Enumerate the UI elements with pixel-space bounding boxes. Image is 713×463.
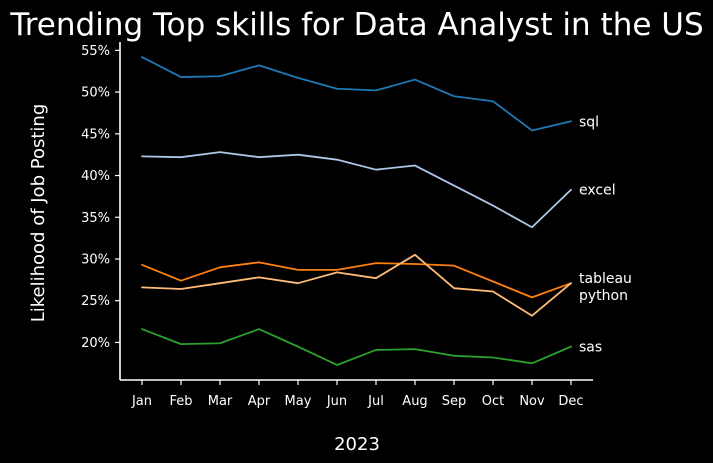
x-axis-label: 2023 bbox=[334, 434, 380, 455]
x-tick-label: Jan bbox=[131, 394, 152, 409]
x-tick-label: Feb bbox=[169, 394, 192, 409]
x-axis-ticks: Jan Feb Mar Apr May Jun Jul Aug Sep Oct Nov Dec bbox=[131, 380, 584, 409]
series-label-sas: sas bbox=[579, 340, 602, 356]
x-tick-label: Oct bbox=[482, 394, 504, 409]
series-label-python: python bbox=[579, 288, 628, 304]
series-line-sas bbox=[141, 328, 572, 366]
series-line-excel bbox=[141, 151, 572, 229]
series-lines bbox=[141, 56, 572, 366]
y-tick-label: 25% bbox=[81, 294, 110, 309]
x-tick-label: Aug bbox=[402, 394, 427, 409]
y-axis-label: Likelihood of Job Posting bbox=[28, 104, 49, 323]
y-tick-label: 35% bbox=[81, 211, 110, 226]
x-tick-label: Nov bbox=[519, 394, 545, 409]
series-line-python bbox=[141, 253, 572, 317]
series-label-sql: sql bbox=[579, 114, 599, 130]
series-line-tableau bbox=[141, 261, 572, 299]
y-tick-label: 40% bbox=[81, 169, 110, 184]
y-axis-ticks: 20% 25% 30% 35% 40% 45% 50% 55% bbox=[81, 44, 120, 351]
x-tick-label: Sep bbox=[442, 394, 467, 409]
x-tick-label: Apr bbox=[248, 394, 271, 409]
series-line-sql bbox=[141, 56, 572, 132]
y-tick-label: 30% bbox=[81, 252, 110, 267]
y-tick-label: 20% bbox=[81, 336, 110, 351]
series-label-tableau: tableau bbox=[579, 271, 632, 287]
x-tick-label: Mar bbox=[208, 394, 233, 409]
y-tick-label: 50% bbox=[81, 86, 110, 101]
x-tick-label: May bbox=[285, 394, 312, 409]
y-tick-label: 45% bbox=[81, 127, 110, 142]
chart-title: Trending Top skills for Data Analyst in … bbox=[9, 7, 703, 43]
x-tick-label: Jun bbox=[326, 394, 347, 409]
y-tick-label: 55% bbox=[81, 44, 110, 59]
x-tick-label: Jul bbox=[367, 394, 384, 409]
x-tick-label: Dec bbox=[558, 394, 583, 409]
series-label-excel: excel bbox=[579, 183, 616, 199]
